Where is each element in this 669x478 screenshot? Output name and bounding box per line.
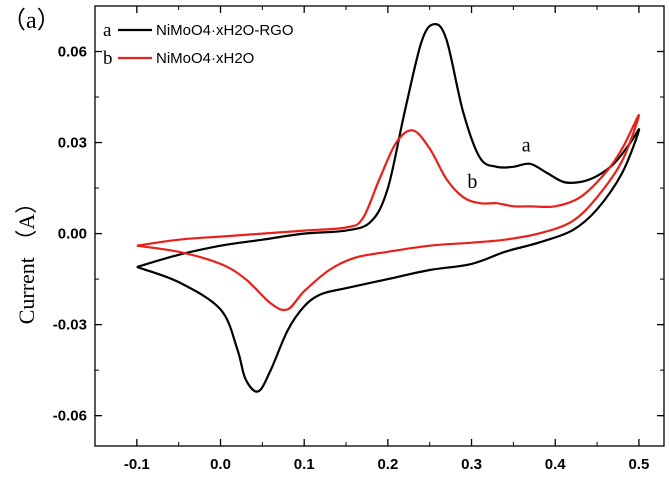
x-tick-label: 0.2 [377, 456, 398, 473]
x-tick-label: 0.1 [294, 456, 315, 473]
series-line-a [136, 23, 641, 393]
x-tick-label: -0.1 [124, 456, 150, 473]
y-tick-label: 0.00 [58, 226, 87, 243]
panel-label: （a） [2, 8, 61, 34]
legend-key-b: b [103, 48, 113, 69]
legend-label-b: NiMoO4·xH2O [156, 50, 254, 67]
y-tick-label: -0.06 [53, 408, 87, 425]
plot-frame [94, 5, 665, 447]
legend-label-a: NiMoO4·xH2O-RGO [156, 22, 294, 39]
curve-label-b: b [467, 171, 477, 193]
x-tick-label: 0.3 [461, 456, 482, 473]
curve-annotations: ab [467, 135, 530, 193]
y-axis-label: Current （A） [14, 192, 39, 325]
x-tick-label: 0.5 [628, 456, 649, 473]
x-tick-label: 0.0 [210, 456, 231, 473]
curve-label-a: a [522, 135, 531, 157]
y-axis-ticks: -0.06 -0.03 0.00 0.03 0.06 [53, 44, 664, 425]
y-tick-label: -0.03 [53, 317, 87, 334]
legend: a NiMoO4·xH2O-RGO b NiMoO4·xH2O [103, 20, 294, 69]
x-axis-ticks: -0.1 0.0 0.1 0.2 0.3 0.4 0.5 [124, 6, 649, 473]
y-tick-label: 0.06 [58, 44, 87, 61]
series-group [136, 23, 641, 393]
series-line-b [136, 114, 640, 312]
y-tick-label: 0.03 [58, 135, 87, 152]
x-tick-label: 0.4 [545, 456, 567, 473]
legend-key-a: a [103, 20, 112, 41]
